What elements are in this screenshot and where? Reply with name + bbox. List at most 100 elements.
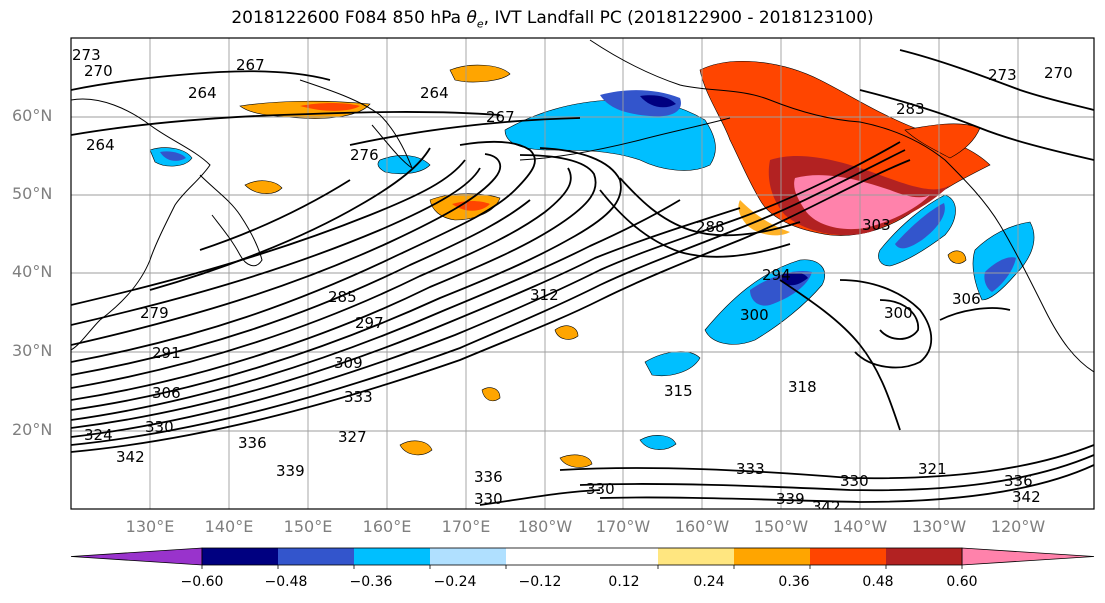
contour-label: 306 [952,290,981,308]
contour-label: 321 [918,460,947,478]
negative-anomaly-hawaii [639,435,677,450]
contour-label: 297 [355,314,384,332]
colorbar-tick-label: −0.48 [264,574,308,590]
title-prefix: 2018122600 F084 850 hPa [231,8,467,28]
coastlines [71,39,1094,373]
map-frame [70,37,1095,510]
colorbar-tick-label: 0.12 [608,574,640,590]
colorbar-tick-label: 0.24 [693,574,725,590]
contour-label: 303 [862,216,891,234]
contour-label: 339 [776,490,805,508]
colorbar-segment [886,548,962,565]
coast-alaska [589,39,1094,373]
latitude-label: 40°N [12,262,53,281]
colorbar-segment [658,548,734,565]
contour-label: 342 [1012,488,1041,506]
longitude-label: 130°E [125,517,175,536]
contour-label: 333 [344,388,373,406]
positive-anomaly-bering [449,64,511,83]
longitude-label: 120°W [990,517,1046,536]
theta-e-contours [71,49,1094,506]
contour-label: 318 [788,378,817,396]
positive-anomaly-subtropic-3 [559,454,593,468]
contour-label: 273 [72,46,101,64]
colorbar-tick-label: 0.36 [778,574,810,590]
negative-anomaly-subtropic [644,351,701,377]
coast-korea-japan [199,174,263,267]
negative-anomaly-mid-pacific-core [778,272,808,286]
contour-label: 306 [152,384,181,402]
colorbar-segment [506,548,658,565]
contour-label: 267 [236,56,265,74]
contour-label: 330 [474,490,503,508]
contour-label: 279 [140,304,169,322]
contour-label: 273 [988,66,1017,84]
contour-label: 330 [586,480,615,498]
contour-label: 330 [840,472,869,490]
figure-title: 2018122600 F084 850 hPa θe, IVT Landfall… [0,8,1105,30]
contour-label: 291 [152,344,181,362]
colorbar-segment [354,548,430,565]
contour-label: 264 [86,136,115,154]
negative-anomaly-coastal-dark [895,203,945,249]
contour-label: 288 [696,218,725,236]
longitude-label: 160°E [362,517,412,536]
longitude-label: 150°W [753,517,809,536]
positive-anomaly-coast-40n [947,250,967,264]
colorbar-outline [201,547,963,566]
negative-anomaly-north-pacific-core [640,95,676,108]
positive-anomaly-subtropic-2 [481,387,501,402]
negative-anomaly-coast-south-dark [984,257,1016,292]
contour-label: 315 [664,382,693,400]
longitude-label: 180°W [517,517,573,536]
contour-label: 285 [328,288,357,306]
latitude-label: 50°N [12,184,53,203]
title-subscript: e [476,17,484,31]
colorbar-extend-min [70,547,203,566]
latitude-label: 20°N [12,420,53,439]
contour-label: 267 [486,108,515,126]
contour-label: 276 [350,146,379,164]
colorbar-tick-label: 0.48 [862,574,894,590]
contour-label: 283 [896,100,925,118]
longitude-label: 140°E [204,517,254,536]
positive-anomaly-dateline-30n [554,325,579,340]
positive-anomaly-japan [244,180,283,194]
colorbar-extend-max [961,547,1095,566]
longitude-label: 170°E [441,517,491,536]
colorbar-segment [810,548,886,565]
latitude-label: 30°N [12,341,53,360]
title-theta-symbol: θ [466,8,477,28]
colorbar-tick-label: 0.60 [946,574,978,590]
contour-label: 264 [188,84,217,102]
title-suffix: , IVT Landfall PC (2018122900 - 20181231… [483,8,874,28]
contour-label: 339 [276,462,305,480]
colorbar-segment [430,548,506,565]
contour-label: 300 [884,304,913,322]
positive-anomaly-okhotsk-core [300,103,360,111]
coast-kamchatka [299,79,414,170]
contour-label: 330 [145,418,174,436]
coast-asia [71,98,211,351]
contour-label: 264 [420,84,449,102]
contour-label: 342 [116,448,145,466]
colorbar [70,547,1095,569]
contour-label: 270 [1044,64,1073,82]
colorbar-segment [734,548,810,565]
contour-labels: 273 270 264 267 264 267 264 276 285 279 … [72,46,1073,509]
longitude-label: 140°W [832,517,888,536]
positive-anomaly-edge-orange [738,200,790,236]
longitude-label: 170°W [595,517,651,536]
contour-label: 333 [736,460,765,478]
colorbar-tick-label: −0.24 [433,574,477,590]
positive-anomaly-west-pacific-core [452,201,490,211]
shading-layer [149,61,1035,468]
map-area: 273 270 264 267 264 267 264 276 285 279 … [71,38,1094,509]
contour-label: 336 [1004,472,1033,490]
positive-anomaly-subtropic-1 [399,440,433,456]
contour-label: 294 [762,266,791,284]
colorbar-tick-label: −0.12 [518,574,562,590]
negative-anomaly-japan-sea-dark [160,151,186,161]
colorbar-segment [278,548,354,565]
